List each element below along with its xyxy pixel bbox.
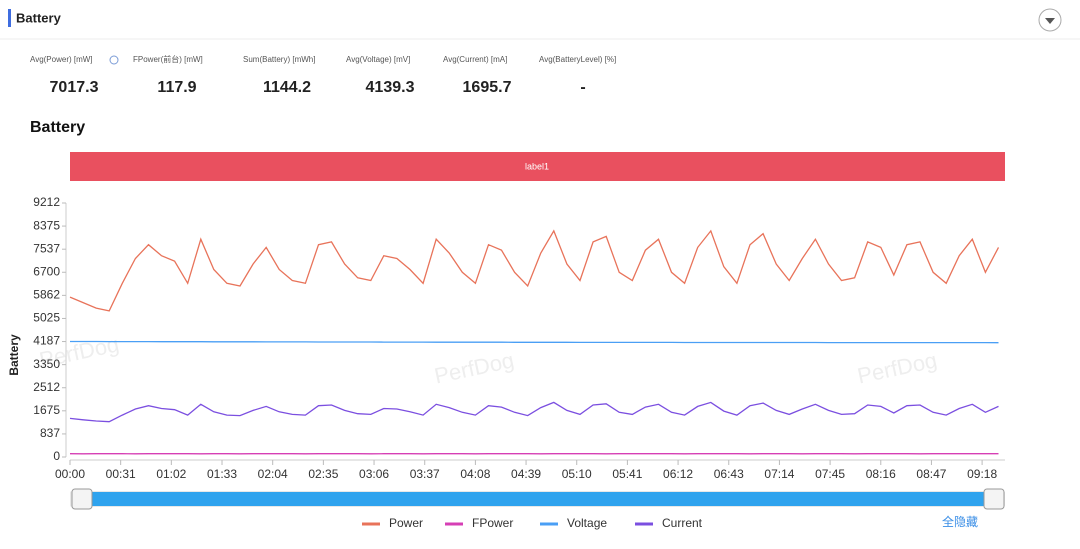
y-tick-label: 0 <box>53 449 60 463</box>
y-tick-label: 1675 <box>33 403 60 417</box>
x-tick-label: 07:14 <box>764 467 794 481</box>
series-line <box>70 402 999 421</box>
y-axis-label: Battery <box>7 334 21 376</box>
x-tick-label: 03:37 <box>410 467 440 481</box>
stat-value: 1144.2 <box>263 79 311 96</box>
stat-label: Avg(Voltage) [mV] <box>346 55 410 64</box>
band-label: label1 <box>525 161 549 171</box>
dropdown-button[interactable] <box>1039 9 1061 31</box>
stat-label: Sum(Battery) [mWh] <box>243 55 315 64</box>
x-tick-label: 01:02 <box>156 467 186 481</box>
x-tick-label: 09:18 <box>967 467 997 481</box>
x-tick-label: 00:00 <box>55 467 85 481</box>
stat-value: 4139.3 <box>366 79 415 96</box>
x-tick-label: 04:08 <box>460 467 490 481</box>
x-tick-label: 03:06 <box>359 467 389 481</box>
y-tick-label: 6700 <box>33 264 60 278</box>
series-line <box>70 342 999 343</box>
legend-label[interactable]: Current <box>662 516 703 530</box>
header-title: Battery <box>16 10 62 25</box>
y-tick-label: 3350 <box>33 357 60 371</box>
y-tick-label: 2512 <box>33 380 60 394</box>
y-tick-label: 7537 <box>33 241 60 255</box>
y-tick-label: 837 <box>40 426 60 440</box>
stat-value: 7017.3 <box>50 79 99 96</box>
series-line <box>70 231 999 311</box>
chart-title: Battery <box>30 119 85 136</box>
x-tick-label: 07:45 <box>815 467 845 481</box>
x-tick-label: 00:31 <box>106 467 136 481</box>
x-tick-label: 06:12 <box>663 467 693 481</box>
x-tick-label: 08:16 <box>866 467 896 481</box>
range-slider[interactable] <box>70 489 1005 509</box>
x-tick-label: 05:10 <box>562 467 592 481</box>
info-icon[interactable] <box>110 56 118 64</box>
stat-label: FPower(前台) [mW] <box>133 54 203 64</box>
y-tick-label: 4187 <box>33 334 60 348</box>
stat-value: 117.9 <box>157 79 196 96</box>
legend-label[interactable]: Power <box>389 516 423 530</box>
x-tick-label: 02:35 <box>308 467 338 481</box>
x-tick-label: 05:41 <box>612 467 642 481</box>
stat-label: Avg(BatteryLevel) [%] <box>539 55 616 64</box>
stat-label: Avg(Power) [mW] <box>30 55 93 64</box>
watermark: PerfDog <box>432 347 516 388</box>
y-tick-label: 8375 <box>33 218 60 232</box>
header-accent <box>8 9 11 27</box>
stat-label: Avg(Current) [mA] <box>443 55 507 64</box>
x-tick-label: 02:04 <box>258 467 288 481</box>
legend-label[interactable]: FPower <box>472 516 513 530</box>
watermark: PerfDog <box>855 347 939 388</box>
stat-value: 1695.7 <box>463 79 512 96</box>
x-tick-label: 06:43 <box>714 467 744 481</box>
x-tick-label: 08:47 <box>916 467 946 481</box>
hide-all-button[interactable]: 全隐藏 <box>942 514 978 529</box>
y-tick-label: 9212 <box>33 195 60 209</box>
x-tick-label: 04:39 <box>511 467 541 481</box>
x-tick-label: 01:33 <box>207 467 237 481</box>
stat-value: - <box>580 79 585 96</box>
y-tick-label: 5862 <box>33 288 60 302</box>
y-tick-label: 5025 <box>33 311 60 325</box>
legend-label[interactable]: Voltage <box>567 516 607 530</box>
